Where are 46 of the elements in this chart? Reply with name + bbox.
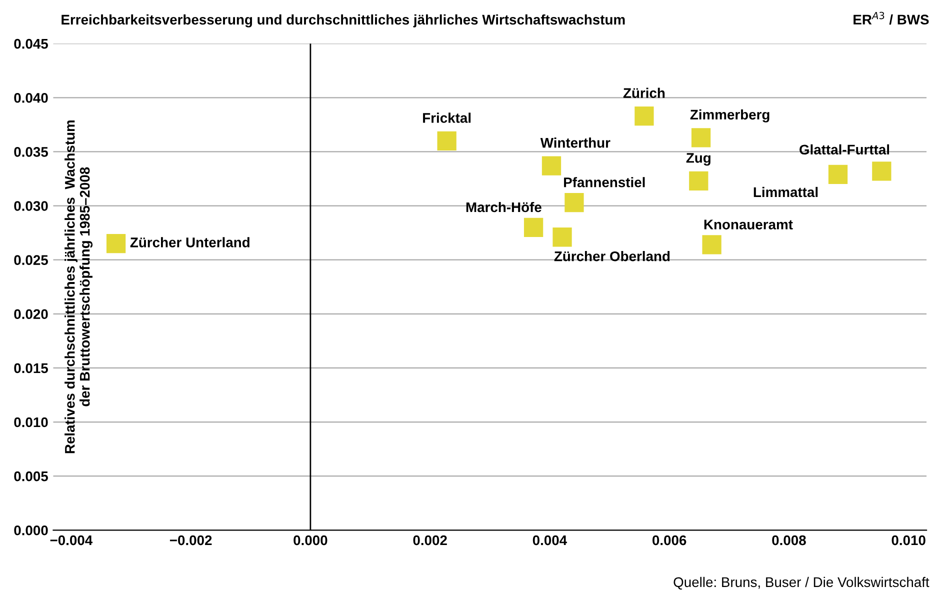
y-tick-label: 0.020: [14, 309, 48, 320]
y-tick-label: 0.010: [14, 417, 48, 428]
annotation: Zug: [686, 153, 710, 166]
point: [634, 106, 654, 126]
annotation: Glattal-Furttal: [800, 144, 890, 155]
y-tick-label: 0.000: [14, 525, 48, 536]
annotation: Zürcher Oberland: [554, 251, 670, 262]
annotation: Fricktal: [423, 112, 471, 123]
source-note: Quelle: Bruns, Buser / Die Volkswirtschaft: [674, 576, 930, 590]
x-tick-label: 0.008: [772, 535, 806, 546]
annotation: Knonaueramt: [704, 220, 793, 230]
y-tick-label: 0.025: [14, 255, 48, 265]
point: [828, 164, 848, 184]
x-tick-label: 0.006: [652, 535, 686, 546]
y-tick-label: 0.030: [14, 201, 48, 211]
x-tick-label: 0.000: [294, 535, 328, 546]
y-tick-label: 0.040: [14, 92, 48, 103]
y-axis-title: Relatives durchschnittliches jährliches Wachstum der Bruttowertschöpfung 1985–2008: [64, 120, 93, 454]
annotation: Pfannenstiel: [564, 177, 645, 188]
point: [524, 218, 544, 237]
x-tick-label: 0.010: [892, 535, 926, 546]
annotation: March-Höfe: [466, 202, 542, 212]
point: [691, 128, 711, 148]
y-tick-label: 0.015: [14, 363, 48, 374]
point: [702, 235, 722, 254]
y-tick-label: 0.005: [14, 471, 48, 482]
x-tick-label: −0.004: [50, 535, 93, 546]
x-tick-label: 0.004: [532, 535, 568, 546]
point: [872, 162, 892, 181]
annotation: Zürich: [623, 88, 665, 98]
annotation: Zimmerberg: [690, 109, 770, 122]
chart-title: Erreichbarkeitsverbesserung und durchschnittliches jährliches Wirtschaftswachstum: [62, 14, 625, 28]
x-tick-label: −0.002: [170, 535, 212, 546]
x-tick-label: 0.002: [413, 535, 447, 546]
annotation: Winterthur: [540, 138, 610, 148]
point: [437, 131, 456, 150]
point: [689, 171, 708, 190]
chart-subtitle: ER$^{A3}$ / BWS: [854, 12, 929, 25]
annotation: Zürcher Unterland: [130, 237, 250, 248]
annotation: Limmattal: [754, 186, 818, 198]
point: [564, 192, 584, 212]
y-tick-label: 0.045: [14, 38, 48, 49]
point: [552, 228, 572, 247]
point: [542, 156, 562, 176]
point: [106, 234, 126, 254]
y-tick-label: 0.035: [14, 147, 48, 157]
